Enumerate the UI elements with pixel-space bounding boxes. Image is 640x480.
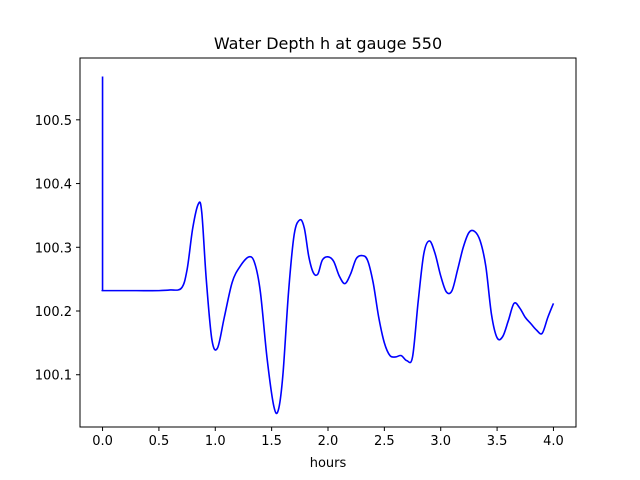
- x-axis-label: hours: [310, 456, 347, 471]
- x-tick-label: 2.5: [374, 434, 395, 449]
- plot-area-frame: [79, 57, 577, 428]
- y-tick-label: 100.1: [35, 369, 72, 384]
- water-depth-series-line: [101, 76, 555, 415]
- x-tick-label: 3.0: [430, 434, 451, 449]
- ticks-layer: 0.0 0.5 1.0 1.5 2.0 2.5 3.0 3.5 4.0 100.1 100.2 100…: [35, 114, 564, 449]
- y-tick-label: 100.3: [35, 241, 72, 256]
- y-tick-label: 100.5: [35, 114, 72, 129]
- x-tick-label: 1.0: [205, 434, 226, 449]
- y-tick-label: 100.4: [35, 178, 72, 193]
- x-tick-label: 4.0: [543, 434, 564, 449]
- series-layer: [101, 76, 555, 415]
- x-tick-label: 2.0: [318, 434, 339, 449]
- x-tick-label: 3.5: [487, 434, 508, 449]
- chart-title: Water Depth h at gauge 550: [214, 34, 442, 53]
- x-tick-label: 0.0: [92, 434, 113, 449]
- x-tick-label: 1.5: [261, 434, 282, 449]
- x-tick-label: 0.5: [149, 434, 170, 449]
- y-tick-label: 100.2: [35, 305, 72, 320]
